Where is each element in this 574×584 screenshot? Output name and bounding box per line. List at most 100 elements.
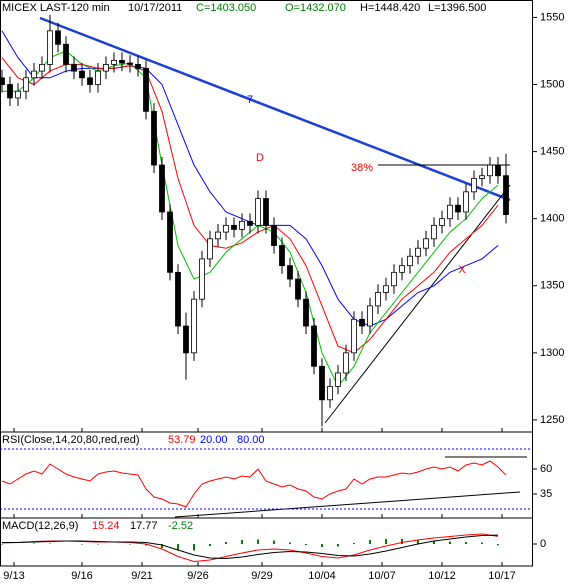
y-tick-label: 60 bbox=[540, 463, 552, 475]
candle-body bbox=[407, 255, 413, 267]
candle-body bbox=[311, 325, 317, 367]
candle-body bbox=[447, 204, 453, 220]
macd-line bbox=[2, 534, 499, 560]
rsi-trend-line bbox=[174, 491, 521, 518]
macd-histogram bbox=[145, 544, 147, 546]
chart-title: RSI(Close,14,20,80,red,red) bbox=[2, 434, 140, 446]
macd-histogram bbox=[449, 541, 451, 544]
candle-body bbox=[119, 59, 125, 64]
candle-body bbox=[95, 70, 101, 85]
macd-histogram bbox=[401, 539, 403, 544]
candle-body bbox=[159, 164, 165, 213]
y-tick-label: 1400 bbox=[540, 213, 564, 225]
candle-body bbox=[279, 245, 285, 267]
macd-histogram bbox=[465, 542, 467, 544]
macd-histogram bbox=[193, 544, 195, 551]
macd-histogram bbox=[129, 544, 131, 545]
trend-line bbox=[39, 16, 511, 202]
macd-histogram bbox=[241, 540, 243, 544]
candle-body bbox=[399, 265, 405, 273]
macd-histogram bbox=[353, 543, 355, 544]
macd-histogram bbox=[161, 544, 163, 548]
macd-histogram bbox=[385, 539, 387, 544]
candle-body bbox=[151, 110, 157, 166]
macd-histogram bbox=[369, 540, 371, 544]
candle-body bbox=[39, 63, 45, 72]
candle-body bbox=[31, 70, 37, 79]
candle-body bbox=[207, 238, 213, 260]
candle-body bbox=[359, 318, 365, 327]
candle-body bbox=[471, 178, 477, 193]
candle-body bbox=[247, 220, 253, 226]
x-tick-label: 9/29 bbox=[251, 570, 272, 582]
x-tick-label: 10/07 bbox=[368, 570, 396, 582]
stat: H=1448.420 bbox=[360, 2, 420, 14]
candle-body bbox=[231, 224, 237, 230]
candle-body bbox=[0, 77, 5, 85]
macd-panel bbox=[0, 517, 533, 567]
candle-body bbox=[343, 352, 349, 374]
y-tick-label: 1250 bbox=[540, 414, 564, 426]
candle-body bbox=[335, 372, 341, 387]
macd-histogram bbox=[289, 542, 291, 544]
candle-body bbox=[391, 271, 397, 287]
candle-body bbox=[23, 77, 29, 92]
x-tick-label: 9/26 bbox=[187, 570, 208, 582]
y-tick-label: 1550 bbox=[540, 11, 564, 23]
candle-body bbox=[175, 271, 181, 327]
macd-histogram bbox=[97, 544, 99, 545]
y-tick-label: 1300 bbox=[540, 347, 564, 359]
candle-body bbox=[255, 198, 261, 226]
support-line bbox=[324, 184, 511, 424]
candle-body bbox=[79, 70, 85, 79]
candle-body bbox=[503, 175, 509, 215]
legend-value: 20.00 bbox=[200, 434, 228, 446]
candle-body bbox=[15, 90, 21, 99]
candle-body bbox=[439, 218, 445, 226]
x-tick-label: 10/12 bbox=[428, 570, 456, 582]
stat: L=1396.500 bbox=[428, 2, 486, 14]
candle-body bbox=[375, 292, 381, 307]
macd-histogram bbox=[417, 540, 419, 544]
candle-body bbox=[127, 62, 133, 65]
macd-histogram bbox=[273, 540, 275, 544]
x-tick-label: 10/17 bbox=[488, 570, 516, 582]
chart-title: MACD(12,26,9) bbox=[2, 520, 78, 532]
candle-body bbox=[239, 220, 245, 230]
candle-body bbox=[183, 325, 189, 354]
macd-histogram bbox=[33, 543, 35, 544]
chart-title: MICEX LAST-120 min bbox=[2, 2, 110, 14]
candle-body bbox=[423, 238, 429, 249]
candle-body bbox=[327, 385, 333, 401]
candle-body bbox=[191, 298, 197, 354]
candle-body bbox=[55, 30, 61, 45]
candle-body bbox=[319, 365, 325, 401]
annotation: 7 bbox=[247, 94, 253, 106]
candle-body bbox=[71, 63, 77, 72]
chart-date: 10/17/2011 bbox=[128, 2, 182, 14]
legend-value: 53.79 bbox=[168, 434, 196, 446]
candle-body bbox=[455, 204, 461, 213]
macd-histogram bbox=[321, 544, 323, 547]
candle-body bbox=[167, 211, 173, 273]
stat: O=1432.070 bbox=[285, 2, 346, 14]
x-tick-label: 9/21 bbox=[131, 570, 152, 582]
macd-histogram bbox=[1, 544, 3, 545]
candle-body bbox=[351, 318, 357, 354]
macd-histogram bbox=[257, 539, 259, 544]
legend-value: -2.52 bbox=[168, 520, 193, 532]
x-tick-label: 9/13 bbox=[3, 570, 24, 582]
candle-body bbox=[487, 164, 493, 177]
candle-body bbox=[415, 247, 421, 257]
macd-histogram bbox=[481, 542, 483, 544]
x-tick-label: 10/04 bbox=[308, 570, 336, 582]
x-tick-label: 9/16 bbox=[71, 570, 92, 582]
y-tick-label: 1450 bbox=[540, 146, 564, 158]
macd-histogram bbox=[497, 544, 499, 546]
y-tick-label: 0 bbox=[540, 538, 546, 550]
candle-body bbox=[87, 77, 93, 85]
candle-body bbox=[463, 191, 469, 213]
candle-body bbox=[223, 224, 229, 233]
candle-body bbox=[103, 63, 109, 72]
